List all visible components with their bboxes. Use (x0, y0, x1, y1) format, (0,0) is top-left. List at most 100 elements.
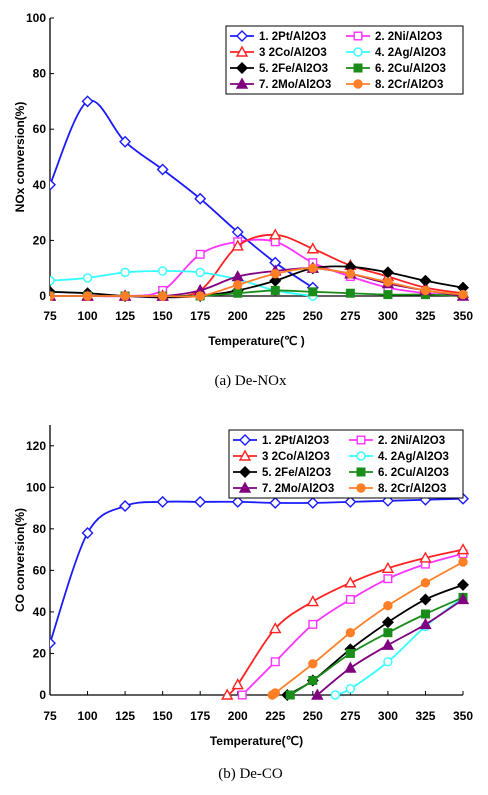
legend-item: 3 2Co/Al2O3 (233, 449, 330, 463)
data-point (456, 543, 469, 555)
x-tick-label: 150 (153, 709, 173, 723)
y-tick-label: 120 (26, 439, 46, 453)
data-point (270, 285, 280, 295)
x-tick-label: 350 (453, 309, 473, 323)
data-point (345, 594, 355, 604)
data-point (345, 648, 355, 658)
x-tick-label: 225 (265, 309, 285, 323)
x-tick-label: 325 (415, 709, 435, 723)
data-point (381, 616, 394, 629)
y-tick-label: 100 (26, 11, 46, 25)
legend-swatch-marker (239, 434, 251, 446)
data-point (157, 291, 168, 301)
x-tick-label: 75 (43, 709, 57, 723)
legend-swatch-marker (353, 47, 363, 57)
data-point (269, 496, 282, 509)
legend-item: 4. 2Ag/Al2O3 (349, 451, 449, 463)
legend-label: 1. 2Pt/Al2O3 (259, 31, 326, 43)
data-point (383, 290, 393, 300)
legend-label: 5. 2Fe/Al2O3 (259, 63, 328, 75)
data-point (195, 267, 205, 278)
legend-swatch-marker (238, 449, 252, 461)
data-point (81, 527, 94, 539)
legend-swatch-marker (356, 451, 366, 461)
legend-swatch-marker (356, 483, 366, 493)
y-tick-label: 40 (33, 605, 47, 619)
data-point (233, 288, 243, 298)
x-tick-label: 100 (78, 309, 98, 323)
x-tick-label: 175 (190, 309, 210, 323)
series-6 (285, 592, 468, 700)
y-axis-title: NOx conversion(%) (13, 102, 27, 213)
data-point (308, 675, 318, 685)
x-tick-label: 275 (340, 709, 360, 723)
data-point (419, 593, 432, 606)
data-point (50, 291, 55, 301)
data-point (194, 495, 207, 508)
x-tick-label: 150 (153, 309, 173, 323)
y-tick-label: 0 (39, 289, 46, 303)
legend-item: 8. 2Cr/Al2O3 (346, 79, 443, 91)
legend-label: 8. 2Cr/Al2O3 (378, 483, 446, 495)
legend-label: 4. 2Ag/Al2O3 (378, 451, 449, 463)
data-point (231, 226, 244, 239)
legend-item: 2. 2Ni/Al2O3 (346, 31, 442, 43)
y-tick-label: 60 (33, 122, 47, 136)
data-point (345, 684, 356, 694)
data-point (50, 178, 56, 191)
data-point (285, 690, 295, 700)
data-point (420, 609, 430, 619)
data-point (233, 280, 243, 290)
data-point (270, 269, 280, 279)
x-tick-label: 350 (453, 709, 473, 723)
data-point (383, 600, 393, 611)
legend-swatch-marker (356, 435, 366, 445)
y-tick-label: 0 (39, 688, 46, 702)
legend-swatch-marker (235, 77, 249, 89)
y-tick-label: 80 (33, 522, 47, 536)
data-point (82, 273, 93, 283)
data-point (156, 163, 169, 176)
series-1 (50, 95, 319, 294)
x-tick-label: 325 (415, 309, 435, 323)
data-point (269, 622, 282, 634)
data-point (269, 228, 282, 240)
data-point (419, 551, 432, 563)
x-tick-label: 300 (378, 709, 398, 723)
legend-swatch-marker (236, 30, 248, 42)
figure-caption: (a) De-NOx (214, 373, 287, 389)
data-point (344, 576, 357, 588)
data-point (311, 688, 324, 700)
data-point (308, 263, 318, 273)
data-point (157, 266, 168, 276)
data-point (344, 495, 357, 508)
legend-label: 6. 2Cu/Al2O3 (378, 467, 449, 479)
data-point (231, 495, 244, 508)
data-point (195, 291, 205, 301)
chart-nox: 0 20 40 60 80 100 75 100 125 150 175 200 225 250 275 30… (13, 11, 473, 389)
y-tick-label: 80 (33, 67, 47, 81)
data-point (270, 657, 280, 667)
x-tick-label: 200 (228, 309, 248, 323)
legend-swatch-marker (353, 79, 363, 89)
legend-swatch-marker (356, 467, 366, 477)
x-tick-label: 250 (303, 709, 323, 723)
data-point (330, 690, 341, 700)
chart-co: 0 20 40 60 80 100 120 75 100 125 150 175 200 225 250 27… (13, 425, 473, 782)
x-tick-label: 125 (115, 709, 135, 723)
y-tick-label: 100 (26, 480, 46, 494)
legend-item: 4. 2Ag/Al2O3 (346, 47, 446, 59)
data-point (119, 500, 132, 512)
data-point (270, 688, 280, 698)
x-tick-label: 200 (228, 709, 248, 723)
series-line (50, 233, 464, 298)
data-point (156, 495, 169, 508)
series-8 (267, 557, 468, 700)
series-6 (50, 285, 468, 301)
legend-label: 2. 2Ni/Al2O3 (375, 31, 442, 43)
data-point (194, 192, 207, 205)
y-axis-title: CO conversion(%) (13, 508, 27, 612)
legend-item: 1. 2Pt/Al2O3 (230, 30, 326, 43)
data-point (120, 267, 130, 278)
